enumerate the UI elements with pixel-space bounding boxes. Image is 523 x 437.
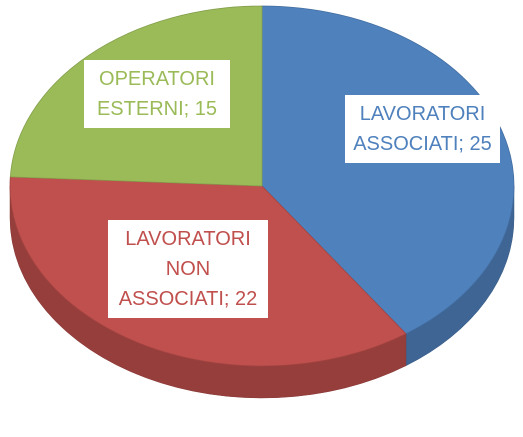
slice [261, 5, 515, 335]
data-label: LAVORATORI NON ASSOCIATI; 22 [108, 220, 268, 318]
data-label: LAVORATORI ASSOCIATI; 25 [345, 95, 500, 163]
data-label: OPERATORI ESTERNI; 15 [84, 60, 230, 128]
